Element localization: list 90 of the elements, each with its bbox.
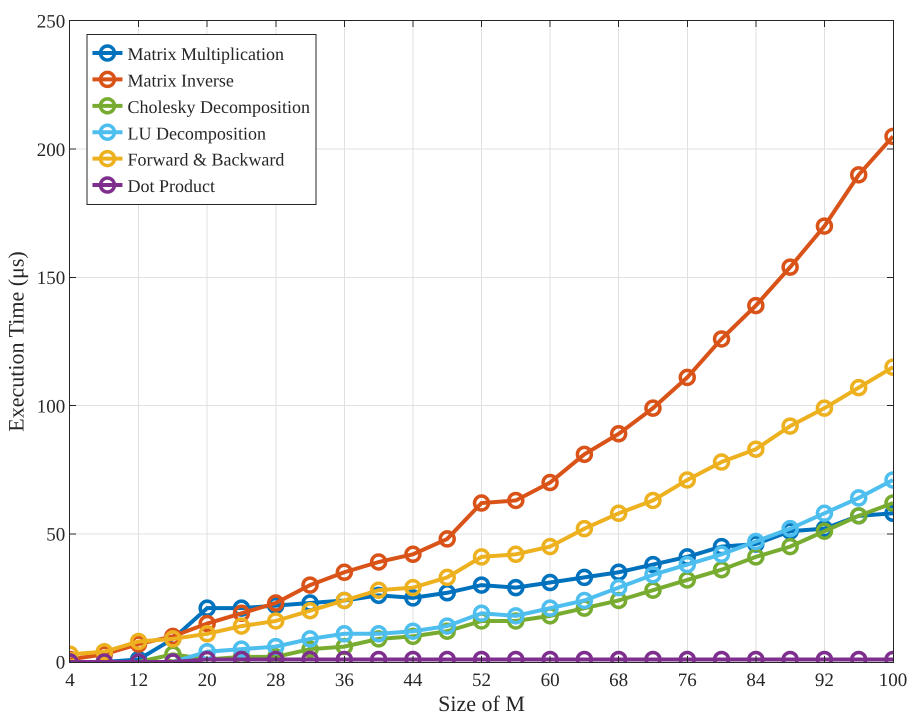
point [781,417,799,435]
point [301,602,319,620]
legend-label: Matrix Inverse [127,70,234,90]
point [610,564,628,582]
y-tick-label: 100 [36,396,66,418]
point [232,617,250,635]
point [370,625,388,643]
point [507,492,525,510]
y-tick-label: 250 [36,12,66,33]
point [644,566,662,584]
x-tick-label: 60 [540,670,560,691]
point [438,530,456,548]
point [404,546,422,564]
point [541,474,559,492]
x-tick-label: 100 [878,670,908,691]
x-tick-label: 68 [609,670,628,691]
x-tick-label: 84 [746,670,766,691]
point [438,584,456,602]
point [712,560,730,578]
point [198,625,216,643]
point [472,494,490,512]
point [781,258,799,276]
y-tick-label: 0 [56,652,66,674]
point [507,607,525,625]
legend-label: Dot Product [127,176,215,196]
y-axis-title: Execution Time (μs) [4,251,28,432]
x-tick-label: 76 [678,670,697,691]
point [370,581,388,599]
point [404,622,422,640]
x-tick-label: 20 [198,670,217,691]
point [816,399,834,417]
point [644,492,662,510]
point [576,446,594,464]
x-tick-label: 92 [814,670,834,691]
point [336,564,354,582]
point [610,425,628,443]
legend-label: Matrix Multiplication [127,44,284,64]
x-tick-label: 52 [472,670,491,691]
point [747,296,765,314]
y-tick-label: 150 [36,268,66,290]
x-tick-label: 36 [334,670,354,691]
y-tick-label: 200 [36,140,66,161]
point [644,581,662,599]
point [644,399,662,417]
point [850,378,868,396]
point [507,578,525,596]
point [747,548,765,566]
y-tick-label: 50 [46,524,66,546]
point [850,166,868,184]
x-axis-title: Size of M [438,690,525,716]
point [507,546,525,564]
point [576,520,594,538]
point [541,599,559,617]
point [541,538,559,556]
legend-label: LU Decomposition [127,123,266,144]
point [678,556,696,574]
x-tick-label: 4 [65,670,76,691]
point [576,592,594,610]
point [576,568,594,586]
point [781,538,799,556]
point [747,440,765,458]
point [541,574,559,592]
point [816,217,834,235]
point [712,453,730,471]
point [678,368,696,386]
point [301,630,319,648]
point [472,604,490,622]
point [336,625,354,643]
point [438,617,456,635]
legend-label: Forward & Backward [127,150,284,170]
point [610,504,628,522]
point [267,612,284,630]
point [678,471,696,489]
point [198,599,216,617]
point [370,553,388,571]
x-tick-label: 12 [129,670,148,691]
point [712,330,730,348]
point [850,489,868,507]
point [472,576,490,594]
point [438,568,456,586]
point [301,576,319,594]
point [678,571,696,589]
legend-label: Cholesky Decomposition [127,96,310,117]
point [610,578,628,596]
point [712,546,730,564]
point [404,578,422,596]
x-tick-label: 44 [403,670,423,691]
point [816,504,834,522]
point [472,548,490,566]
x-tick-label: 28 [266,670,286,691]
